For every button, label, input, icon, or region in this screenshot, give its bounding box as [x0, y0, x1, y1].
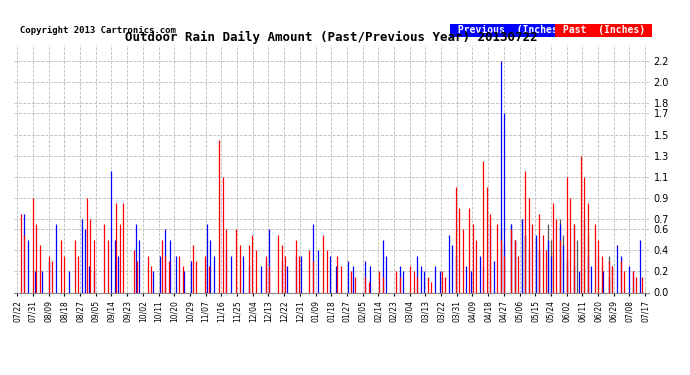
Text: Previous  (Inches): Previous (Inches): [452, 25, 569, 35]
Text: Copyright 2013 Cartronics.com: Copyright 2013 Cartronics.com: [20, 26, 176, 35]
Text: Past  (Inches): Past (Inches): [557, 25, 651, 35]
Title: Outdoor Rain Daily Amount (Past/Previous Year) 20130722: Outdoor Rain Daily Amount (Past/Previous…: [125, 31, 538, 44]
